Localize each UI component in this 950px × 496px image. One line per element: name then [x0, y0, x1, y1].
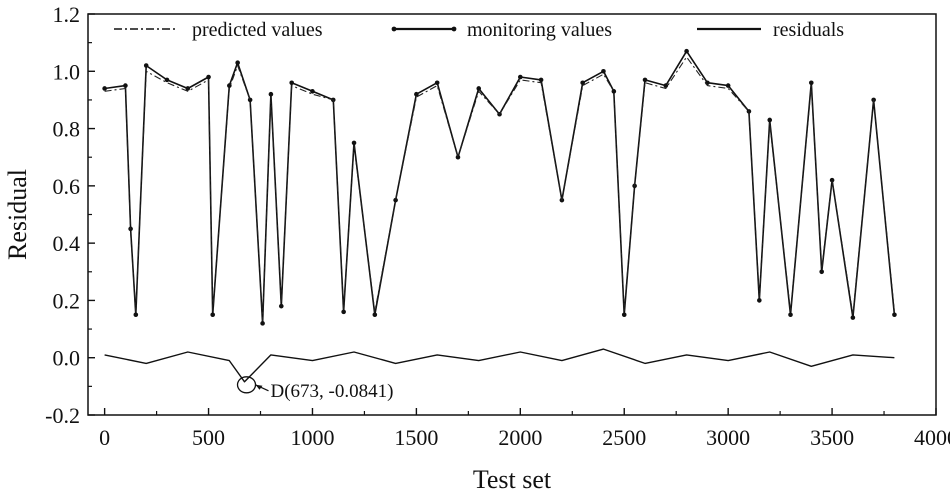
monitoring-values-point: [133, 312, 139, 318]
monitoring-values-point: [601, 68, 606, 74]
legend-label: predicted values: [192, 19, 323, 41]
y-tick-label: 0.0: [53, 346, 81, 371]
x-tick-label: 3000: [706, 425, 750, 450]
legend-swatch-dot: [391, 26, 397, 32]
annotation-arrowhead: [255, 384, 263, 390]
x-tick-label: 3500: [810, 425, 854, 450]
monitoring-values-point: [684, 48, 689, 54]
monitoring-values-point: [372, 312, 378, 318]
y-tick-label: 1.2: [53, 2, 81, 27]
monitoring-values-point: [278, 303, 284, 309]
y-tick-label: 0.2: [53, 288, 81, 313]
y-tick-label: 0.8: [53, 117, 81, 142]
monitoring-values-point: [185, 86, 191, 91]
y-tick-label: 1.0: [53, 59, 81, 84]
monitoring-values-point: [725, 83, 731, 88]
monitoring-values-point: [850, 315, 856, 320]
y-tick-label: 0.6: [53, 174, 81, 199]
monitoring-values-point: [289, 80, 294, 86]
monitoring-values-point: [829, 177, 835, 183]
series-layer: [102, 48, 897, 383]
monitoring-values-point: [206, 74, 211, 80]
legend-label: monitoring values: [467, 19, 612, 41]
monitoring-values-point: [414, 91, 419, 97]
monitoring-values-point: [767, 117, 773, 123]
x-tick-label: 500: [192, 425, 225, 450]
tick-layer: 0 500 1000 1500 2000 2500 3000 3500 4000 -0.2 0.0 0…: [45, 2, 950, 450]
monitoring-values-point: [235, 60, 240, 65]
monitoring-values-point: [476, 86, 482, 91]
legend-label: residuals: [773, 19, 844, 41]
annotation-label: D(673, -0.0841): [271, 381, 394, 402]
monitoring-values-point: [580, 80, 585, 86]
monitoring-values-point: [341, 309, 346, 315]
monitoring-values-point: [143, 63, 149, 68]
x-tick-label: 2500: [602, 425, 646, 450]
monitoring-values-point: [621, 312, 627, 318]
x-tick-label: 1500: [394, 425, 438, 450]
x-tick-label: 4000: [914, 425, 950, 450]
legend: predicted values monitoring values residua…: [114, 19, 844, 41]
x-axis-label: Test set: [473, 465, 552, 494]
monitoring-values-point: [642, 77, 648, 83]
y-tick-label: 0.4: [53, 231, 81, 256]
monitoring-values-point: [164, 77, 170, 83]
monitoring-values-point: [210, 312, 216, 318]
monitoring-values-point: [892, 312, 897, 318]
y-tick-label: -0.2: [45, 403, 80, 428]
monitoring-values-point: [102, 86, 107, 91]
monitoring-values-point: [310, 89, 315, 94]
monitoring-values-point: [518, 74, 523, 80]
x-tick-label: 1000: [290, 425, 334, 450]
x-tick-label: 0: [99, 425, 110, 450]
legend-swatch-dot: [451, 26, 457, 32]
monitoring-values-point: [663, 83, 669, 88]
monitoring-values-point: [819, 269, 824, 275]
monitoring-values-point: [268, 91, 274, 97]
monitoring-values-point: [808, 80, 814, 86]
monitoring-values-point: [434, 80, 440, 86]
y-axis-label: Residual: [3, 169, 32, 260]
monitoring-values-point: [247, 97, 253, 103]
residuals-line: [104, 348, 895, 383]
monitoring-values-point: [788, 312, 793, 318]
x-tick-label: 2000: [498, 425, 542, 450]
monitoring-values-point: [260, 321, 265, 326]
monitoring-values-point: [757, 298, 762, 303]
monitoring-values-point: [351, 140, 357, 146]
predicted-values-line: [104, 56, 895, 322]
annotation-layer: D(673, -0.0841): [236, 376, 394, 402]
monitoring-values-line: [104, 50, 896, 325]
monitoring-values-point: [123, 83, 128, 88]
monitoring-values-point: [393, 197, 398, 203]
plot-frame: [87, 13, 937, 416]
monitoring-values-point: [538, 77, 544, 83]
monitoring-values-point: [455, 154, 461, 160]
